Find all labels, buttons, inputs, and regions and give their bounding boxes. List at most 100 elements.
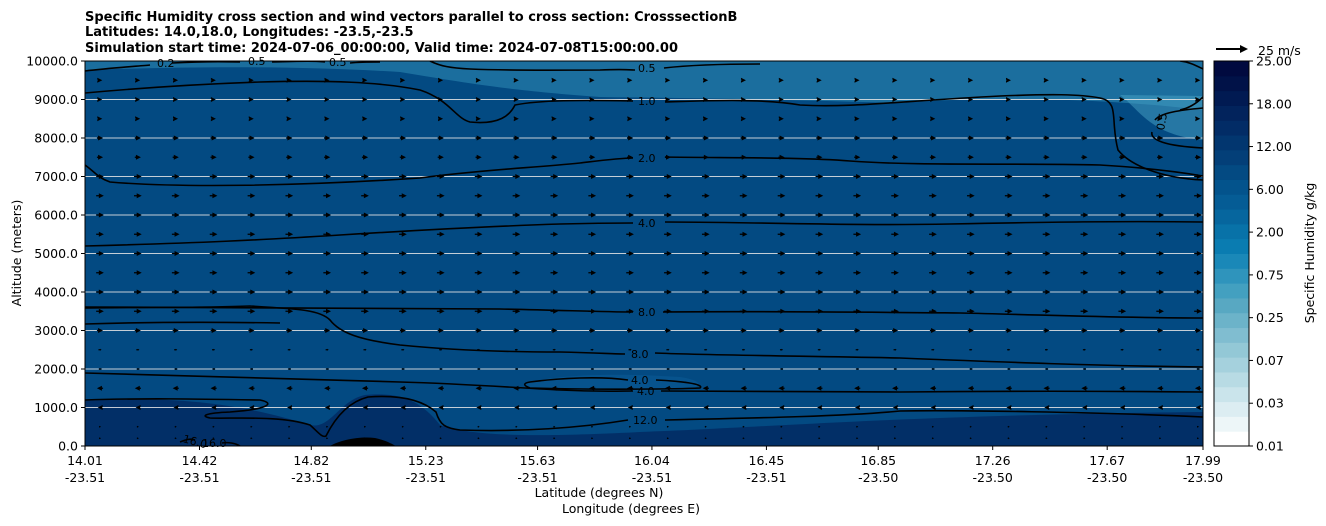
- wind-arrow: [248, 385, 255, 391]
- wind-arrow: [286, 135, 293, 141]
- wind-arrow: [436, 270, 445, 276]
- wind-arrow: [513, 97, 519, 102]
- wind-arrow: [966, 231, 975, 237]
- wind-arrow: [553, 425, 556, 428]
- wind-arrow: [966, 308, 975, 314]
- wind-arrow: [438, 97, 444, 102]
- wind-arrow: [1083, 437, 1086, 440]
- wind-arrow: [98, 348, 102, 351]
- wind-arrow: [436, 174, 445, 179]
- wind-arrow: [1081, 135, 1088, 141]
- wind-arrow: [969, 425, 972, 428]
- wind-arrow: [323, 193, 332, 199]
- wind-arrow: [739, 193, 748, 199]
- colorbar-tick-label: 0.25: [1256, 310, 1284, 325]
- wind-arrow: [247, 308, 256, 314]
- wind-arrow: [513, 77, 519, 83]
- wind-arrow: [1081, 116, 1087, 122]
- colorbar-segment: [1214, 75, 1249, 92]
- contour-label-12-0: 12.0: [633, 414, 658, 427]
- wind-arrow: [512, 289, 521, 295]
- wind-arrow: [1194, 251, 1202, 256]
- wind-arrow: [324, 154, 331, 160]
- wind-arrow: [361, 135, 369, 141]
- wind-arrow: [134, 135, 141, 141]
- wind-arrow: [742, 348, 746, 351]
- wind-arrow: [477, 425, 480, 428]
- contour-line-16-0: [179, 438, 241, 446]
- colorbar-segment: [1214, 179, 1249, 195]
- wind-arrow: [400, 116, 406, 122]
- wind-arrow: [780, 437, 783, 440]
- wind-arrow: [929, 308, 937, 314]
- wind-arrow: [664, 270, 672, 276]
- x-tick-label-lat: 17.67: [1089, 453, 1125, 468]
- wind-arrow: [174, 437, 177, 440]
- wind-arrow: [1118, 193, 1127, 199]
- wind-arrow: [589, 116, 595, 122]
- wind-arrow: [815, 193, 824, 199]
- wind-arrow: [1004, 308, 1013, 314]
- wind-arrow: [476, 405, 482, 410]
- dry-upper-region: [85, 61, 1203, 110]
- wind-arrow: [552, 405, 558, 410]
- wind-arrow: [551, 135, 558, 141]
- wind-arrow: [664, 174, 672, 179]
- wind-arrow: [134, 193, 142, 199]
- wind-arrow: [1156, 270, 1164, 276]
- wind-arrow: [816, 77, 822, 83]
- wind-arrow: [701, 231, 710, 237]
- y-axis-label: Altitude (meters): [9, 200, 24, 307]
- wind-arrow: [892, 116, 898, 122]
- wind-arrow: [817, 405, 823, 410]
- wind-arrow: [1119, 77, 1125, 83]
- wind-arrow: [629, 437, 632, 440]
- wind-arrow: [1196, 368, 1200, 370]
- wind-arrow: [664, 385, 672, 391]
- wind-arrow: [701, 212, 710, 218]
- x-tick-label-lat: 16.04: [634, 453, 670, 468]
- wind-arrow: [778, 77, 784, 83]
- colorbar-segment: [1214, 209, 1249, 225]
- wind-arrow: [248, 116, 254, 122]
- wind-arrow: [966, 212, 975, 218]
- wind-arrow: [815, 308, 824, 314]
- wind-arrow: [629, 425, 632, 428]
- wind-arrow: [248, 328, 255, 333]
- wind-arrow: [701, 270, 710, 276]
- wind-arrow: [853, 212, 862, 218]
- wind-arrow: [134, 308, 142, 314]
- x-tick-label-lon: -23.51: [632, 470, 672, 485]
- wind-arrow: [135, 77, 141, 83]
- wind-arrow: [134, 231, 142, 237]
- contour-lines: [85, 61, 1203, 446]
- wind-arrow: [856, 425, 859, 428]
- wind-arrow: [588, 193, 597, 199]
- wind-arrow: [929, 385, 937, 391]
- wind-arrow: [1156, 289, 1164, 295]
- wind-arrow: [550, 193, 559, 199]
- wind-arrow: [701, 251, 710, 256]
- wind-arrow: [891, 308, 899, 314]
- wind-arrow: [966, 270, 975, 276]
- wind-arrow: [439, 425, 442, 428]
- colorbar-tick-label: 0.03: [1256, 396, 1284, 411]
- wind-arrow: [780, 425, 783, 428]
- wind-arrow: [512, 193, 521, 199]
- wind-arrow: [929, 270, 937, 276]
- wind-arrow: [665, 97, 671, 102]
- colorbar-segment: [1214, 135, 1249, 151]
- wind-arrow: [968, 405, 974, 410]
- wind-arrow: [400, 405, 406, 410]
- wind-arrow: [891, 251, 899, 256]
- wind-arrow: [171, 251, 180, 256]
- wind-arrow: [436, 212, 445, 218]
- wind-arrow: [1005, 135, 1012, 141]
- wind-arrow: [777, 251, 786, 256]
- wind-arrow: [815, 174, 824, 179]
- wind-arrow: [361, 270, 369, 276]
- x-axis-label-latitude: Latitude (degrees N): [535, 485, 664, 500]
- wind-arrow: [1004, 289, 1013, 295]
- wind-arrow: [1042, 251, 1051, 256]
- wind-arrow: [475, 116, 481, 122]
